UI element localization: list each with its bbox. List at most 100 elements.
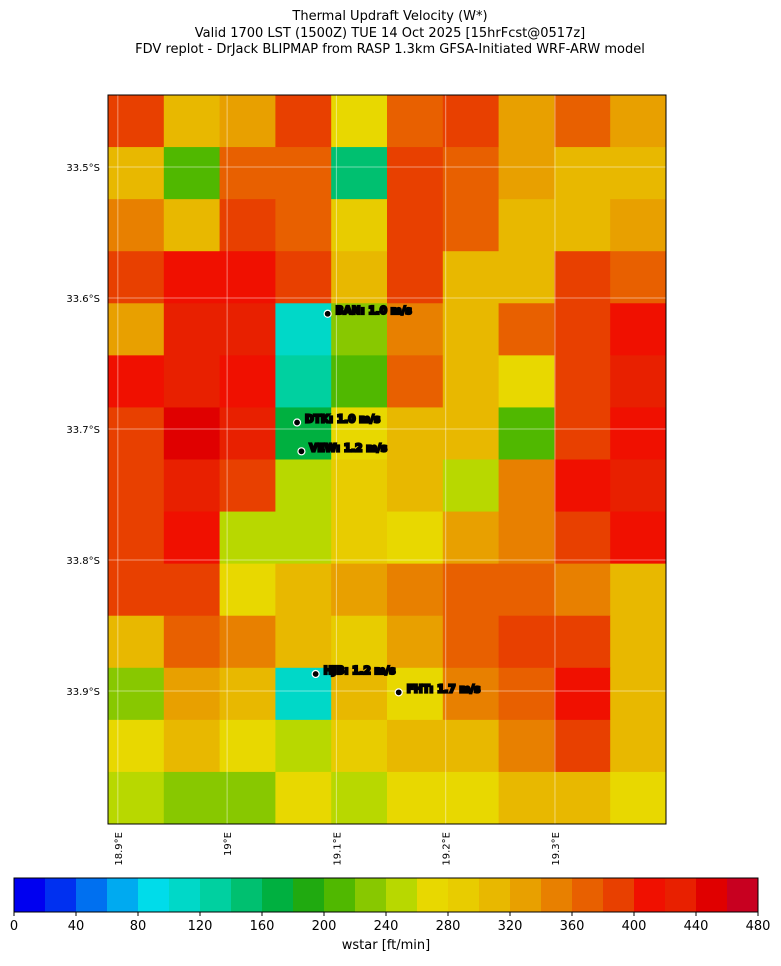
raster-cell [554, 95, 611, 148]
raster-cell [163, 303, 221, 356]
raster-cell [387, 511, 444, 565]
raster-cell [108, 95, 165, 148]
x-tick-label: 19.3°E [551, 832, 562, 866]
raster-cell [498, 563, 555, 617]
raster-cell [219, 771, 276, 825]
colorbar-tick-label: 200 [312, 919, 337, 934]
raster-cell [108, 771, 165, 825]
colorbar-tick-label: 360 [560, 919, 585, 934]
raster-cell [331, 667, 388, 721]
overlay: BAN: 1.0 m/s DTK: 1.0 m/s VEW: 1.2 m/s HJB:… [108, 95, 666, 824]
raster-cell [163, 95, 221, 148]
title-line: FDV replot - DrJack BLIPMAP from RASP 1.… [135, 42, 645, 57]
raster-cell [331, 719, 388, 773]
raster-cell [163, 147, 221, 200]
station-label: DTK: 1.0 m/s [305, 413, 380, 425]
y-tick-label: 33.8°S [66, 556, 100, 567]
raster-cell [163, 199, 221, 252]
raster-cell [442, 95, 500, 148]
raster-cell [610, 719, 667, 773]
station-marker [311, 669, 320, 679]
raster-cell [275, 355, 332, 408]
raster-cell [442, 147, 500, 200]
colorbar-tick-label: 400 [622, 919, 647, 934]
colorbar-swatch [107, 878, 139, 912]
raster-cell [442, 563, 500, 617]
x-tick-label: 19°E [223, 832, 234, 856]
raster-cell [275, 251, 332, 304]
raster-cell [331, 511, 388, 565]
raster-cell [275, 511, 332, 565]
raster-cell [387, 95, 444, 148]
colorbar-label: wstar [ft/min] [342, 938, 430, 953]
raster-cell [275, 771, 332, 825]
raster-cell [275, 95, 332, 148]
colorbar-swatch [479, 878, 511, 912]
raster-cell [275, 563, 332, 617]
raster-cell [610, 511, 667, 565]
raster-cell [331, 615, 388, 669]
y-tick-label: 33.9°S [66, 687, 100, 698]
x-tick-label: 19.2°E [442, 832, 453, 866]
raster [108, 95, 667, 825]
raster-cell [610, 251, 667, 304]
raster-cell [331, 459, 388, 513]
station-marker [394, 688, 403, 697]
x-tick-label: 18.9°E [114, 832, 125, 866]
raster-cell [498, 199, 555, 252]
raster-cell [554, 407, 611, 460]
raster-cell [387, 615, 444, 669]
station-label: HJB: 1.2 m/s [324, 665, 396, 677]
raster-cell [387, 251, 444, 304]
raster-cell [442, 719, 500, 773]
y-tick-label: 33.5°S [66, 163, 100, 174]
raster-cell [554, 355, 611, 408]
raster-cell [498, 511, 555, 565]
raster-cell [610, 95, 667, 148]
station-label: FHT: 1.7 m/s [407, 683, 481, 695]
title-line: Valid 1700 LST (1500Z) TUE 14 Oct 2025 [… [195, 26, 585, 41]
raster-cell [275, 719, 332, 773]
raster-cell [163, 771, 221, 825]
raster-cell [108, 511, 165, 565]
raster-cell [387, 407, 444, 460]
raster-cell [108, 147, 165, 200]
raster-cell [219, 147, 276, 200]
raster-cell [163, 719, 221, 773]
colorbar-swatch [231, 878, 263, 912]
colorbar-swatch [665, 878, 697, 912]
raster-cell [498, 771, 555, 825]
raster-cell [219, 95, 276, 148]
raster-cell [387, 147, 444, 200]
colorbar-swatch [14, 878, 46, 912]
raster-cell [387, 303, 444, 356]
raster-cell [554, 563, 611, 617]
y-tick-label: 33.7°S [66, 425, 100, 436]
x-tick-label: 19.1°E [332, 832, 343, 866]
raster-cell [275, 667, 332, 721]
colorbar-swatch [417, 878, 449, 912]
colorbar-swatch [200, 878, 232, 912]
raster-cell [442, 667, 500, 721]
raster-cell [219, 563, 276, 617]
raster-cell [554, 251, 611, 304]
raster-cell [219, 303, 276, 356]
colorbar-tick-label: 240 [374, 919, 399, 934]
raster-cell [498, 303, 555, 356]
raster-cell [219, 251, 276, 304]
raster-cell [108, 615, 165, 669]
raster-cell [275, 615, 332, 669]
raster-cell [387, 719, 444, 773]
raster-cell [554, 771, 611, 825]
raster-cell [108, 719, 165, 773]
raster-cell [331, 199, 388, 252]
colorbar-tick-label: 40 [68, 919, 85, 934]
raster-cell [219, 511, 276, 565]
raster-cell [554, 719, 611, 773]
raster-cell [387, 563, 444, 617]
raster-cell [498, 355, 555, 408]
colorbar-swatch [324, 878, 356, 912]
raster-cell [387, 355, 444, 408]
raster-cell [219, 199, 276, 252]
